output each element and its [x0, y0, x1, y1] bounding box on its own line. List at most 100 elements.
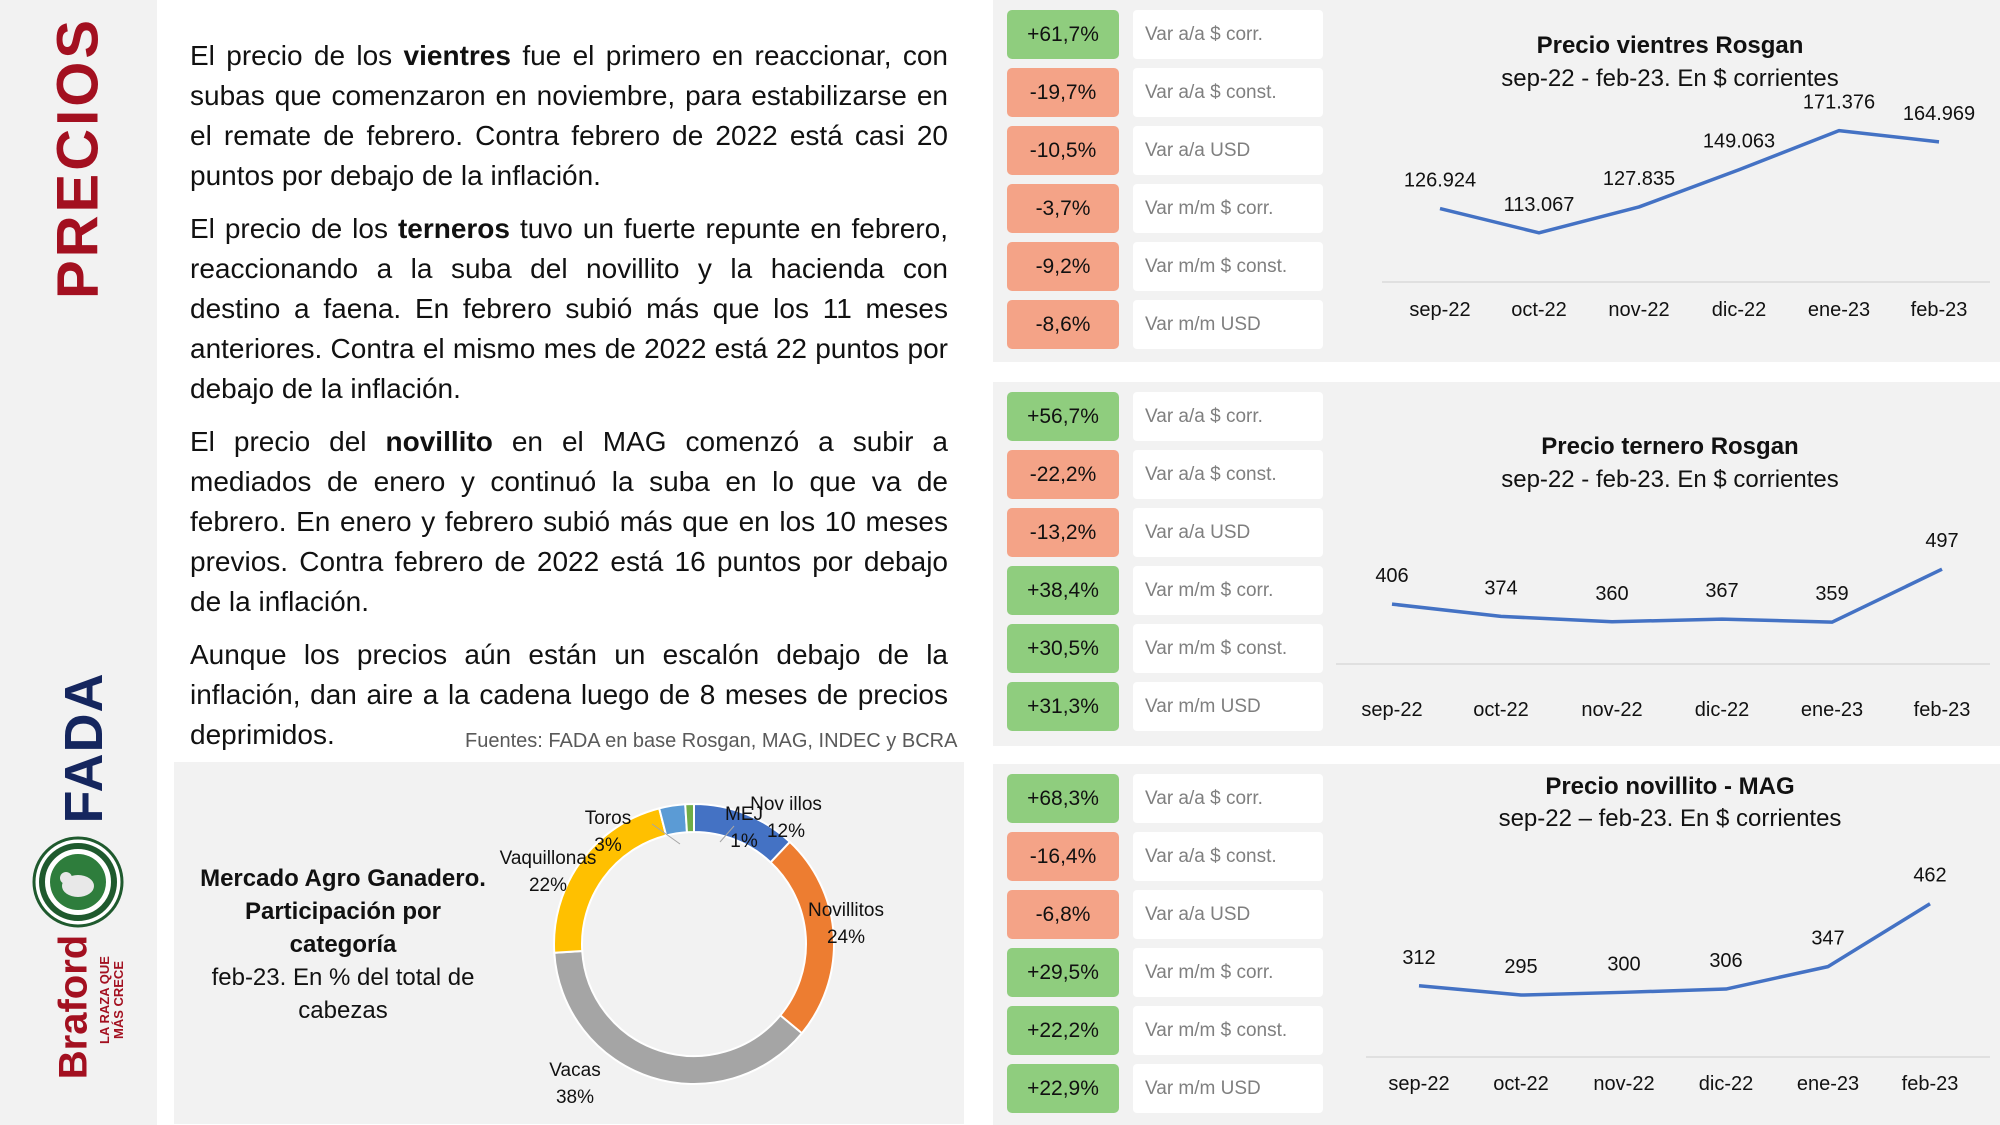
variation-label: Var m/m $ const. [1133, 624, 1323, 673]
source-note: Fuentes: FADA en base Rosgan, MAG, INDEC… [465, 730, 958, 752]
slice-category-label: MEJ [725, 804, 763, 825]
tick-label: sep-22 [1361, 699, 1422, 721]
braford-tagline-2: MÁS CRECE [111, 961, 126, 1040]
sidebar: PRECIOS FADA Braford LA RAZA QUE MÁS CRE… [0, 0, 157, 1125]
variation-label: Var a/a $ corr. [1133, 10, 1323, 59]
tick-label: dic-22 [1712, 299, 1766, 321]
chart-title: Precio ternero Rosgan [1541, 433, 1798, 460]
variation-badge: -6,8% [1007, 890, 1119, 939]
panel-novillito: Precio novillito - MAG sep-22 – feb-23. E… [993, 764, 2000, 1125]
tick-label: dic-22 [1695, 699, 1749, 721]
paragraph-text: El precio de los [190, 213, 398, 244]
donut-slice [553, 807, 668, 954]
line-chart-terneros: Precio ternero Rosgan sep-22 - feb-23. En… [1336, 433, 1990, 721]
highlight-term: vientres [403, 40, 511, 71]
donut-panel: Mercado Agro Ganadero. Participación por… [174, 762, 964, 1124]
donut-subtitle-line-1: feb-23. En % del total de [211, 964, 475, 991]
data-label: 164.969 [1903, 103, 1975, 125]
paragraph-text: El precio del [190, 426, 386, 457]
variation-label: Var a/a $ corr. [1133, 774, 1323, 823]
variation-badge: +68,3% [1007, 774, 1119, 823]
braford-logo: Braford [51, 934, 96, 1080]
tick-label: nov-22 [1593, 1073, 1654, 1095]
variation-label: Var a/a $ const. [1133, 68, 1323, 117]
paragraph: El precio de los vientres fue el primero… [190, 36, 948, 196]
variation-badge: +56,7% [1007, 392, 1119, 441]
data-label: 347 [1811, 928, 1844, 950]
slice-value-label: 1% [730, 831, 758, 852]
slice-category-label: Vacas [549, 1060, 600, 1081]
variation-label: Var a/a USD [1133, 508, 1323, 557]
braford-tagline: LA RAZA QUE MÁS CRECE [97, 956, 126, 1044]
chart-subtitle: sep-22 - feb-23. En $ corrientes [1501, 65, 1839, 92]
slice-category-label: Nov illos [750, 794, 822, 815]
variation-label: Var a/a $ corr. [1133, 392, 1323, 441]
variation-label: Var m/m $ const. [1133, 1006, 1323, 1055]
panel-terneros: Precio ternero Rosgan sep-22 - feb-23. En… [993, 382, 2000, 746]
variation-label: Var a/a USD [1133, 126, 1323, 175]
highlight-term: novillito [385, 426, 493, 457]
leader-line [719, 825, 735, 843]
tick-label: oct-22 [1493, 1073, 1549, 1095]
variation-badge: +29,5% [1007, 948, 1119, 997]
slice-value-label: 12% [767, 821, 805, 842]
tick-label: oct-22 [1473, 699, 1529, 721]
donut-title-line-2: Participación por [244, 898, 442, 925]
data-label: 171.376 [1803, 92, 1875, 114]
variation-badge: -19,7% [1007, 68, 1119, 117]
tick-label: ene-23 [1797, 1073, 1859, 1095]
variation-label: Var a/a $ const. [1133, 450, 1323, 499]
leader-line [651, 823, 681, 845]
line-chart-novillito: Precio novillito - MAG sep-22 – feb-23. E… [1366, 773, 1990, 1095]
donut-title-line-3: categoría [289, 931, 397, 958]
paragraph-text: en el MAG comenzó a subir a mediados de … [190, 426, 948, 617]
slice-value-label: 38% [556, 1087, 594, 1108]
variation-label: Var m/m $ corr. [1133, 184, 1323, 233]
slice-category-label: Toros [585, 808, 631, 829]
chart-title: Precio novillito - MAG [1545, 773, 1794, 800]
donut-slice [684, 802, 695, 834]
variation-label: Var m/m $ corr. [1133, 566, 1323, 615]
analysis-text: El precio de los vientres fue el primero… [190, 36, 948, 768]
variation-badge: +38,4% [1007, 566, 1119, 615]
donut-subtitle-line-2: cabezas [298, 997, 388, 1024]
tick-label: feb-23 [1914, 699, 1971, 721]
variation-badge: -9,2% [1007, 242, 1119, 291]
variation-label: Var m/m $ corr. [1133, 948, 1323, 997]
slice-value-label: 22% [529, 875, 567, 896]
tick-label: ene-23 [1808, 299, 1870, 321]
donut-title: Mercado Agro Ganadero. Participación por… [188, 862, 498, 1027]
paragraph-text: tuvo un fuerte repunte en febrero, reacc… [190, 213, 949, 404]
chart-subtitle: sep-22 - feb-23. En $ corrientes [1501, 466, 1839, 493]
donut-chart: Nov illos 12% Novillitos 24% Vacas 38% Vaquill… [500, 794, 884, 1108]
paragraph-text: Aunque los precios aún están un escalón … [190, 639, 948, 750]
line-chart-vientres: Precio vientres Rosgan sep-22 - feb-23. E… [1382, 32, 1990, 321]
variation-badge: -3,7% [1007, 184, 1119, 233]
slice-value-label: 3% [594, 835, 622, 856]
tick-label: nov-22 [1581, 699, 1642, 721]
variation-label: Var m/m USD [1133, 682, 1323, 731]
data-label: 312 [1402, 947, 1435, 969]
data-label: 127.835 [1603, 168, 1675, 190]
variation-label: Var m/m USD [1133, 300, 1323, 349]
highlight-term: terneros [397, 213, 510, 244]
variation-badge: -8,6% [1007, 300, 1119, 349]
panel-vientres: Precio vientres Rosgan sep-22 - feb-23. E… [993, 0, 2000, 362]
data-label: 406 [1375, 565, 1408, 587]
paragraph: El precio de los terneros tuvo un fuerte… [190, 209, 948, 409]
data-label: 359 [1815, 583, 1848, 605]
variation-badge: +22,2% [1007, 1006, 1119, 1055]
variation-badge: +61,7% [1007, 10, 1119, 59]
slice-value-label: 24% [827, 927, 865, 948]
tick-label: sep-22 [1388, 1073, 1449, 1095]
chart-subtitle: sep-22 – feb-23. En $ corrientes [1499, 805, 1842, 832]
slice-category-label: Novillitos [808, 900, 884, 921]
data-label: 374 [1484, 577, 1517, 599]
variation-badge: +30,5% [1007, 624, 1119, 673]
data-label: 367 [1705, 580, 1738, 602]
paragraph-text: El precio de los [190, 40, 404, 71]
chart-title: Precio vientres Rosgan [1537, 32, 1804, 59]
data-label: 295 [1504, 956, 1537, 978]
herdbook-seal-icon [32, 836, 124, 928]
variation-badge: -22,2% [1007, 450, 1119, 499]
